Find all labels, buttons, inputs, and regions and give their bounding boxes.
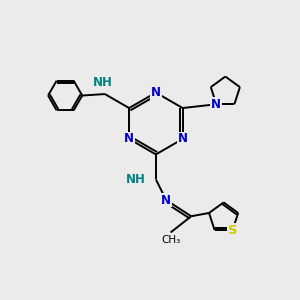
Text: N: N [161,194,171,207]
Text: NH: NH [126,173,146,186]
Text: N: N [212,98,221,111]
Text: NH: NH [93,76,112,89]
Text: N: N [178,133,188,146]
Text: N: N [151,86,161,99]
Text: N: N [124,133,134,146]
Text: S: S [228,224,237,237]
Text: CH₃: CH₃ [161,235,180,245]
